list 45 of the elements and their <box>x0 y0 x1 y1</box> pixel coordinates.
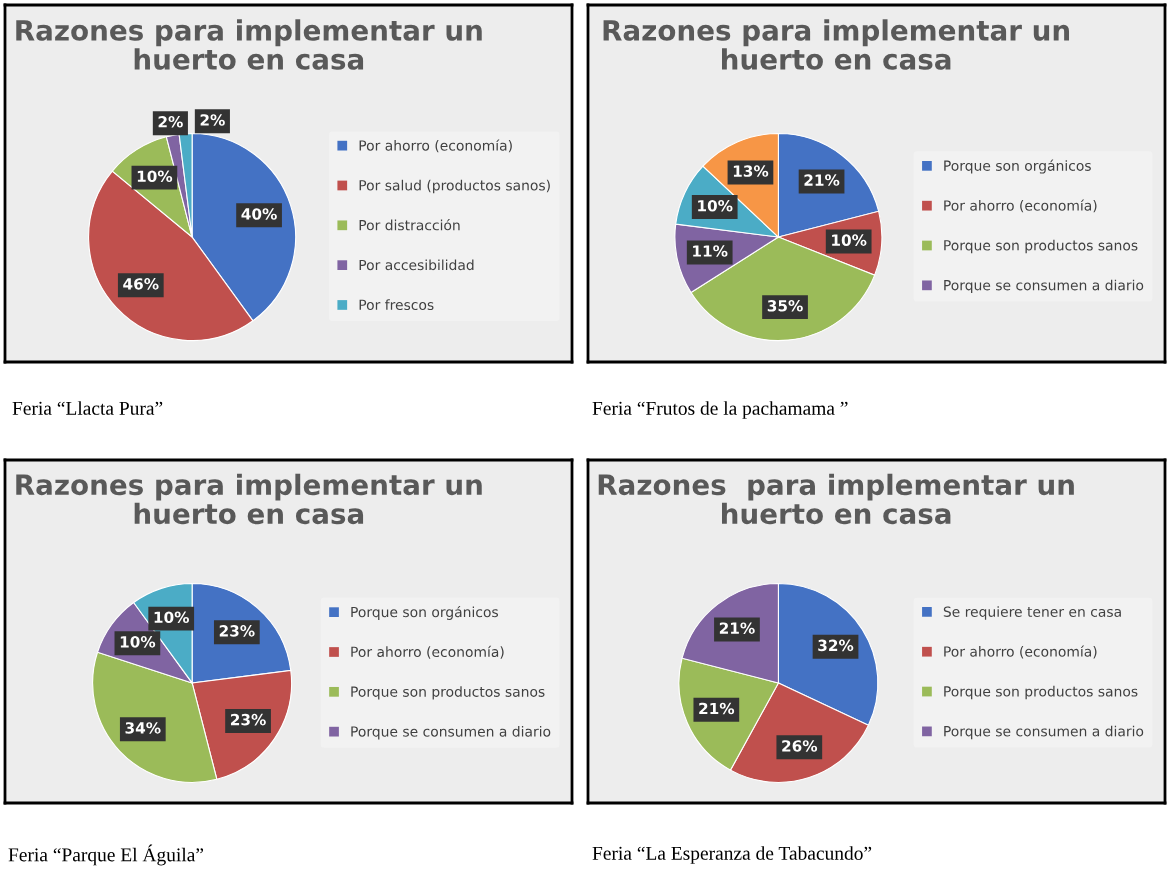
data-label: 2% <box>200 114 225 126</box>
data-label: 40% <box>241 208 277 220</box>
text: Feria “La Esperanza de Tabacundo” <box>592 846 872 864</box>
legend-label: Porque son orgánicos <box>944 159 1091 174</box>
data-label: 35% <box>767 300 803 312</box>
legend-label: Porque son productos sanos <box>944 685 1138 700</box>
data-label: 10% <box>154 611 190 624</box>
legend-label: Porque son productos sanos <box>351 686 545 700</box>
legend-label: Porque son orgánicos <box>351 605 499 620</box>
data-label: 46% <box>123 278 159 290</box>
legend-label: Por accesibilidad <box>359 259 474 271</box>
data-label: 21% <box>699 702 735 715</box>
data-label: 11% <box>693 245 728 257</box>
legend-label: Por ahorro (economía) <box>944 199 1097 213</box>
legend-label: Por ahorro (economía) <box>351 645 504 659</box>
legend-label: Porque se consumen a diario <box>944 279 1144 294</box>
legend-label: Por ahorro (economía) <box>944 645 1097 659</box>
chart-title: Razones para implementar un huerto en casa <box>603 19 1070 70</box>
text: Feria “Llacta Pura” <box>12 401 163 415</box>
data-label: 21% <box>719 622 755 634</box>
legend-label: Por distracción <box>359 219 460 231</box>
legend-label: Se requiere tener en casa <box>943 606 1121 620</box>
chart-title: Razones para implementar un huerto en casa <box>16 19 482 70</box>
data-label: 23% <box>219 625 255 637</box>
legend-label: Porque son productos sanos <box>944 239 1138 254</box>
data-label: 10% <box>120 636 156 648</box>
data-label: 32% <box>818 639 854 652</box>
chart-title: Razones para implementar un huerto en casa <box>598 473 1074 525</box>
data-label: 23% <box>230 713 266 726</box>
legend-label: Porque se consumen a diario <box>351 725 551 740</box>
data-label: 10% <box>832 234 867 246</box>
text: Feria “Frutos de la pachamama ” <box>592 401 848 419</box>
legend-label: Porque se consumen a diario <box>944 725 1144 740</box>
data-label: 26% <box>782 740 818 752</box>
text: Feria “Parque El Águila” <box>8 844 204 866</box>
data-label: 34% <box>125 722 161 734</box>
chart-title: Razones para implementar un huerto en casa <box>16 473 482 525</box>
data-label: 10% <box>698 199 733 212</box>
legend-label: Por salud (productos sanos) <box>359 179 550 194</box>
legend-label: Por frescos <box>359 299 434 311</box>
data-label: 10% <box>137 170 173 183</box>
legend-label: Por ahorro (economía) <box>359 139 512 153</box>
data-label: 13% <box>733 165 769 177</box>
data-label: 2% <box>158 116 183 128</box>
data-label: 21% <box>804 174 840 186</box>
